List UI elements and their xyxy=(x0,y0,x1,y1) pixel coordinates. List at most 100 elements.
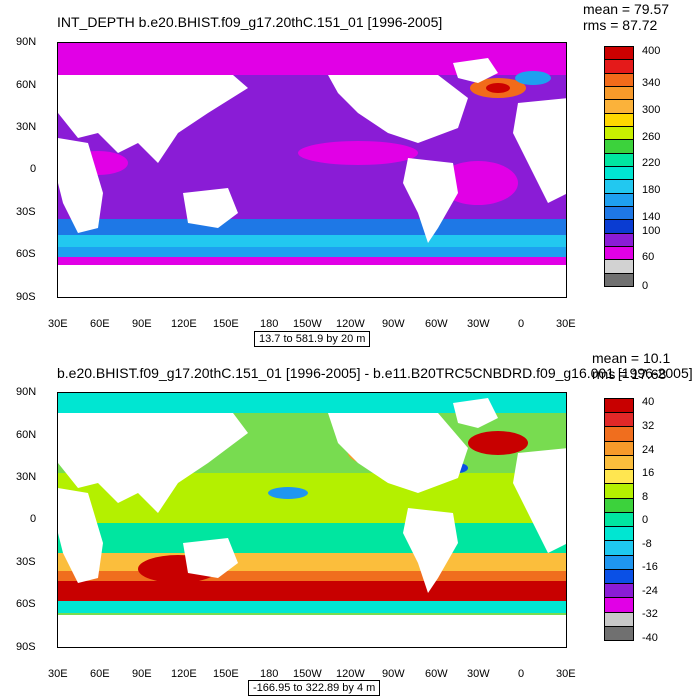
panel-title: b.e20.BHIST.f09_g17.20thC.151_01 [1996-2… xyxy=(57,365,693,381)
lon-label: 60E xyxy=(90,668,110,680)
colorbar-swatch xyxy=(604,219,634,234)
southern-ocean-band-4 xyxy=(58,257,566,265)
rms-value: rms = 17.68 xyxy=(592,366,667,382)
map-plot xyxy=(57,392,567,648)
colorbar-swatch xyxy=(604,59,634,74)
colorbar-label: 32 xyxy=(642,420,655,432)
lat-label: 60N xyxy=(16,79,37,91)
lon-label: 30W xyxy=(467,318,490,330)
lon-label: 120E xyxy=(171,318,197,330)
colorbar-swatch xyxy=(604,625,634,641)
land-eurasia xyxy=(58,75,248,163)
lon-label: 180 xyxy=(260,668,279,680)
southern-ocean-band-3 xyxy=(58,247,566,257)
land-australia xyxy=(183,188,238,228)
colorbar-swatch xyxy=(604,139,634,154)
colorbar-swatch xyxy=(604,272,634,287)
colorbar-swatch xyxy=(604,232,634,247)
colorbar-swatch xyxy=(604,246,634,261)
colorbar-swatch xyxy=(604,526,634,542)
southern-ocean-band-2 xyxy=(58,235,566,249)
lon-label: 60E xyxy=(90,318,110,330)
lon-label: 120E xyxy=(171,668,197,680)
colorbar-label: 340 xyxy=(642,77,661,89)
land-africa xyxy=(58,138,103,233)
colorbar-label: 220 xyxy=(642,157,661,169)
colorbar-swatch xyxy=(604,540,634,556)
colorbar-swatch xyxy=(604,99,634,114)
colorbar-label: 0 xyxy=(642,514,649,526)
map-panel-bottom: b.e20.BHIST.f09_g17.20thC.151_01 [1996-2… xyxy=(0,350,700,700)
colorbar-label: 100 xyxy=(642,225,661,237)
lon-label: 90E xyxy=(132,318,152,330)
stats-readout: mean = 10.1 rms = 17.68 xyxy=(592,350,670,382)
hotspot-core xyxy=(486,83,510,93)
pacific-dip xyxy=(268,487,308,499)
rms-value: rms = 87.72 xyxy=(583,17,658,33)
colorbar-label: 40 xyxy=(642,396,655,408)
colorbar xyxy=(604,398,634,641)
map-panel-top: INT_DEPTH b.e20.BHIST.f09_g17.20thC.151_… xyxy=(16,1,669,347)
coastal-fringe-pacific xyxy=(298,141,418,165)
lat-label: 90S xyxy=(16,641,36,653)
contour-range-label: 13.7 to 581.9 by 20 m xyxy=(254,331,371,347)
colorbar-label: 180 xyxy=(642,184,661,196)
lat-label: 0 xyxy=(30,513,37,525)
panel-title: INT_DEPTH b.e20.BHIST.f09_g17.20thC.151_… xyxy=(57,14,443,30)
colorbar-label: -32 xyxy=(642,608,658,620)
lon-label: 30E xyxy=(48,318,68,330)
lon-label: 150W xyxy=(293,318,322,330)
lon-label: 60W xyxy=(425,318,448,330)
southern-ocean-band-1 xyxy=(58,553,566,573)
lon-label: 90W xyxy=(382,668,405,680)
lat-label: 30N xyxy=(16,471,37,483)
colorbar-swatch xyxy=(604,179,634,194)
colorbar-label: 300 xyxy=(642,104,661,116)
map-field-svg xyxy=(58,43,566,297)
arctic-field xyxy=(58,393,566,413)
lon-label: 30W xyxy=(467,668,490,680)
colorbar-swatch xyxy=(604,72,634,87)
colorbar-label: -16 xyxy=(642,561,658,573)
colorbar-label: -24 xyxy=(642,585,658,597)
lon-label: 150E xyxy=(213,668,239,680)
colorbar-swatch xyxy=(604,597,634,613)
lon-label: 120W xyxy=(336,318,365,330)
colorbar-swatch xyxy=(604,583,634,599)
lon-label: 30E xyxy=(556,318,576,330)
colorbar-label: 400 xyxy=(642,45,661,57)
colorbar-swatch xyxy=(604,454,634,471)
land-africa xyxy=(58,488,103,583)
colorbar-swatch xyxy=(604,46,634,61)
colorbar-swatch xyxy=(604,440,634,456)
lon-label: 90W xyxy=(382,318,405,330)
colorbar-swatch xyxy=(604,152,634,167)
lat-label: 60S xyxy=(16,598,36,610)
lon-label: 0 xyxy=(518,318,525,330)
lon-label: 30E xyxy=(48,668,68,680)
map-plot xyxy=(57,42,567,298)
southern-ocean-band-4 xyxy=(58,601,566,613)
colorbar-label: 140 xyxy=(642,211,661,223)
contour-range-label: -166.95 to 322.89 by 4 m xyxy=(248,680,381,696)
colorbar-label: 0 xyxy=(642,280,649,292)
lat-label: 90N xyxy=(16,386,37,398)
colorbar-swatch xyxy=(604,469,634,485)
colorbar-label: 24 xyxy=(642,444,655,456)
colorbar-swatch xyxy=(604,426,634,442)
colorbar-swatch xyxy=(604,568,634,585)
colorbar-swatch xyxy=(604,554,634,570)
lat-label: 60N xyxy=(16,429,37,441)
land-north-america xyxy=(328,413,468,493)
land-europe-africa-east xyxy=(513,448,566,553)
colorbar-swatch xyxy=(604,166,634,181)
lon-label: 150W xyxy=(293,668,322,680)
lat-label: 0 xyxy=(30,163,37,175)
lat-label: 30S xyxy=(16,556,36,568)
colorbar-label: -40 xyxy=(642,632,658,644)
nordic-seas xyxy=(515,71,551,85)
lon-label: 90E xyxy=(132,668,152,680)
land-north-america xyxy=(328,75,468,143)
colorbar-swatch xyxy=(604,497,634,513)
map-field-svg xyxy=(58,393,566,647)
